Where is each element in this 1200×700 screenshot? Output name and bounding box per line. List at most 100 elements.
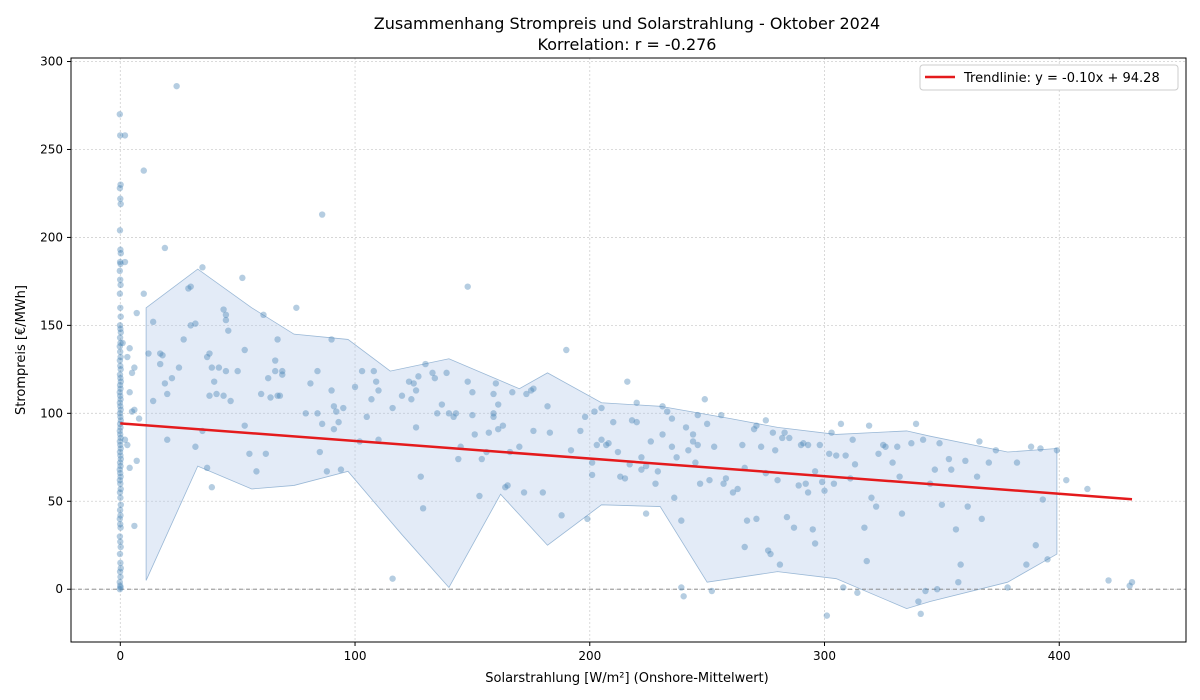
data-point (774, 476, 781, 484)
data-point (443, 369, 450, 377)
data-point (985, 459, 993, 466)
data-point (647, 438, 654, 445)
data-point (161, 380, 169, 387)
data-point (164, 390, 171, 398)
data-point (696, 480, 704, 487)
data-point (302, 410, 309, 417)
data-point (804, 489, 812, 496)
data-point (117, 480, 124, 487)
data-point (633, 399, 640, 406)
x-tick-label: 400 (1048, 649, 1071, 663)
data-point (117, 329, 124, 336)
data-point (117, 378, 124, 385)
data-point (664, 408, 671, 415)
data-point (614, 448, 622, 456)
data-point (161, 244, 169, 252)
data-point (117, 564, 124, 572)
data-point (262, 450, 270, 457)
legend: Trendlinie: y = -0.10x + 94.28 (919, 64, 1179, 91)
data-point (692, 459, 699, 466)
data-point (164, 436, 171, 443)
data-point (741, 543, 748, 551)
data-point (1032, 542, 1039, 549)
data-point (257, 390, 265, 398)
data-point (682, 424, 690, 431)
data-point (417, 473, 424, 480)
data-point (328, 336, 335, 343)
data-point (121, 436, 129, 443)
data-point (1023, 561, 1030, 568)
data-point (222, 316, 230, 324)
data-point (915, 598, 922, 605)
data-point (499, 422, 507, 429)
data-point (917, 610, 924, 618)
data-point (762, 417, 770, 424)
data-point (117, 417, 124, 424)
data-point (1044, 556, 1051, 563)
data-point (912, 420, 920, 428)
data-point (131, 364, 138, 371)
data-point (116, 515, 123, 523)
data-point (772, 447, 779, 454)
data-point (598, 404, 605, 412)
data-point (478, 455, 485, 463)
data-point (1004, 584, 1011, 591)
data-point (544, 403, 551, 410)
data-point (964, 503, 971, 510)
data-point (358, 367, 366, 375)
data-point (1105, 577, 1112, 584)
data-point (706, 476, 713, 484)
data-point (750, 425, 758, 433)
data-point (530, 427, 537, 435)
data-point (652, 480, 659, 487)
data-point (116, 469, 124, 477)
data-point (610, 418, 617, 426)
data-point (131, 522, 138, 530)
data-point (279, 367, 286, 375)
plot-area-frame (70, 57, 1187, 643)
data-point (889, 459, 896, 466)
y-tick-label: 100 (40, 406, 63, 420)
data-point (117, 260, 124, 268)
data-point (779, 434, 786, 442)
data-point (116, 111, 123, 118)
data-point (957, 561, 964, 568)
data-point (849, 436, 856, 443)
data-point (117, 195, 124, 202)
data-point (826, 450, 833, 457)
data-point (790, 524, 798, 531)
data-point (680, 593, 687, 600)
data-point (157, 360, 164, 368)
data-point (117, 250, 124, 257)
data-point (671, 494, 678, 501)
data-point (330, 403, 338, 410)
data-point (894, 443, 901, 450)
x-tick-label: 300 (813, 649, 836, 663)
data-point (121, 258, 129, 266)
data-point (659, 403, 666, 410)
data-point (117, 584, 124, 591)
data-point (117, 424, 124, 431)
y-tick-label: 250 (40, 142, 63, 156)
data-point (840, 584, 847, 591)
data-point (140, 167, 147, 174)
data-point (126, 389, 133, 396)
data-point (438, 401, 446, 408)
data-point (203, 464, 211, 472)
data-point (708, 587, 716, 595)
data-point (861, 524, 868, 531)
data-point (837, 420, 845, 428)
data-point (581, 413, 589, 421)
data-point (239, 274, 246, 282)
data-point (117, 396, 124, 403)
data-point (811, 468, 819, 475)
data-point (117, 559, 124, 567)
data-point (116, 520, 124, 528)
data-point (464, 378, 471, 385)
data-point (187, 283, 194, 290)
y-axis-label: Strompreis [€/MWh] (14, 285, 29, 415)
x-axis-ticks: 0 100 200 300 400 (116, 642, 1071, 663)
data-point (1053, 447, 1061, 454)
data-point (116, 466, 123, 473)
data-point (563, 346, 570, 354)
